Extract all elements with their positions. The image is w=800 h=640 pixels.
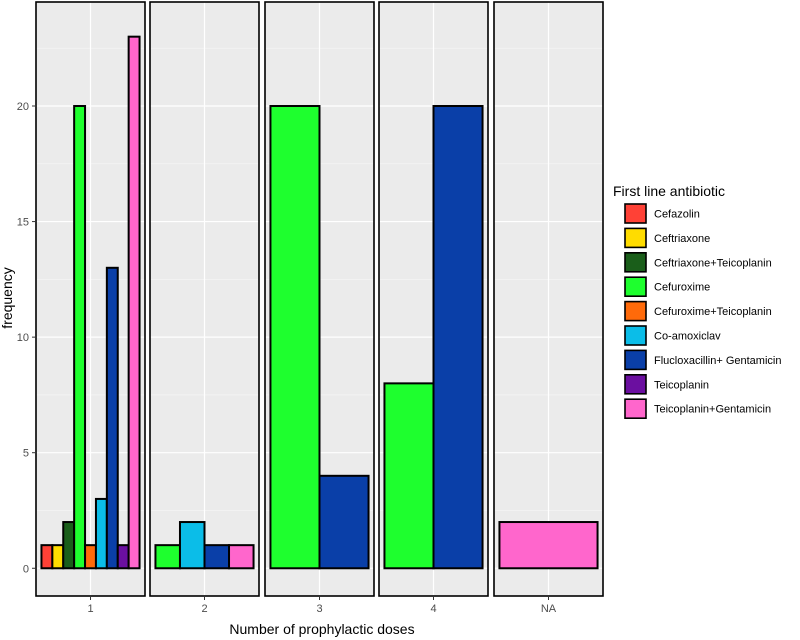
legend-item: Ceftriaxone+Teicoplanin — [624, 252, 772, 273]
x-axis-title: Number of prophylactic doses — [229, 621, 414, 637]
legend-title: First line antibiotic — [613, 183, 725, 199]
legend-key — [624, 349, 647, 371]
bar-1-cefuroxime — [73, 105, 87, 570]
x-tick-label: NA — [541, 603, 557, 615]
bar-2-cefuroxime — [154, 544, 181, 570]
bar-1-cefuroxime-teicoplanin — [84, 544, 97, 570]
bar-4-flucloxacillin-gentamicin — [432, 105, 484, 570]
bar-1-teicoplanin-gentamicin — [127, 35, 141, 570]
legend-label: Flucloxacillin+ Gentamicin — [654, 355, 781, 367]
legend-key — [624, 300, 647, 322]
legend-item: Teicoplanin — [624, 373, 709, 395]
x-tick-label: 1 — [87, 603, 93, 615]
bar-2-co-amoxiclav — [178, 521, 206, 570]
x-axis: 1 2 3 4 NA — [87, 596, 557, 615]
bar-1-flucloxacillin-gentamicin — [105, 266, 119, 570]
facet-panel-2 — [149, 1, 260, 597]
legend-item: Cefazolin — [624, 203, 700, 224]
legend-item: Flucloxacillin+ Gentamicin — [624, 349, 781, 371]
y-tick-label: 0 — [23, 563, 29, 575]
legend-label: Cefuroxime+Teicoplanin — [654, 306, 772, 318]
facet-panel-4 — [378, 1, 489, 597]
legend-label: Cefazolin — [654, 209, 700, 221]
facet-panel-NA — [493, 1, 604, 597]
bar-1-co-amoxiclav — [94, 497, 108, 570]
y-tick-label: 20 — [17, 101, 29, 113]
legend: First line antibiotic Cefazolin Ceftriaxo… — [613, 183, 781, 420]
bar-1-ceftriaxone — [51, 544, 65, 570]
legend-label: Co-amoxiclav — [654, 331, 721, 343]
y-tick-label: 15 — [17, 217, 29, 229]
legend-key — [624, 276, 647, 298]
bar-4-cefuroxime — [383, 382, 435, 570]
bar-1-ceftriaxone-teicoplanin — [62, 521, 76, 570]
y-axis-title: frequency — [0, 267, 15, 328]
legend-item: Ceftriaxone — [624, 227, 710, 249]
y-tick-label: 5 — [23, 448, 29, 460]
facet-panel-3 — [264, 1, 375, 597]
x-tick-label: 3 — [316, 603, 322, 615]
bar-3-cefuroxime — [269, 105, 321, 570]
y-axis: 0 5 10 15 20 — [17, 101, 36, 575]
legend-item: Cefuroxime+Teicoplanin — [624, 300, 772, 322]
legend-key — [624, 203, 647, 224]
legend-key — [624, 252, 647, 273]
legend-item: Co-amoxiclav — [624, 325, 721, 346]
legend-key — [624, 227, 647, 249]
bar-NA-teicoplanin-gentamicin — [498, 521, 599, 570]
bar-3-flucloxacillin-gentamicin — [318, 474, 370, 570]
bar-1-teicoplanin — [116, 544, 130, 570]
x-tick-label: 4 — [430, 603, 436, 615]
legend-key — [624, 373, 647, 395]
legend-label: Cefuroxime — [654, 282, 710, 294]
legend-item: Cefuroxime — [624, 276, 710, 298]
bar-2-flucloxacillin-gentamicin — [203, 544, 231, 570]
legend-label: Ceftriaxone — [654, 233, 710, 245]
legend-label: Ceftriaxone+Teicoplanin — [654, 257, 772, 269]
facet-panels — [35, 1, 604, 597]
legend-key — [624, 325, 647, 346]
x-tick-label: 2 — [201, 603, 207, 615]
legend-key — [624, 398, 647, 420]
legend-item: Teicoplanin+Gentamicin — [624, 398, 771, 420]
bar-1-cefazolin — [40, 544, 54, 570]
legend-label: Teicoplanin+Gentamicin — [654, 404, 771, 416]
facet-panel-1 — [35, 1, 146, 597]
legend-label: Teicoplanin — [654, 379, 709, 391]
bar-2-teicoplanin-gentamicin — [228, 544, 255, 570]
y-tick-label: 10 — [17, 332, 29, 344]
